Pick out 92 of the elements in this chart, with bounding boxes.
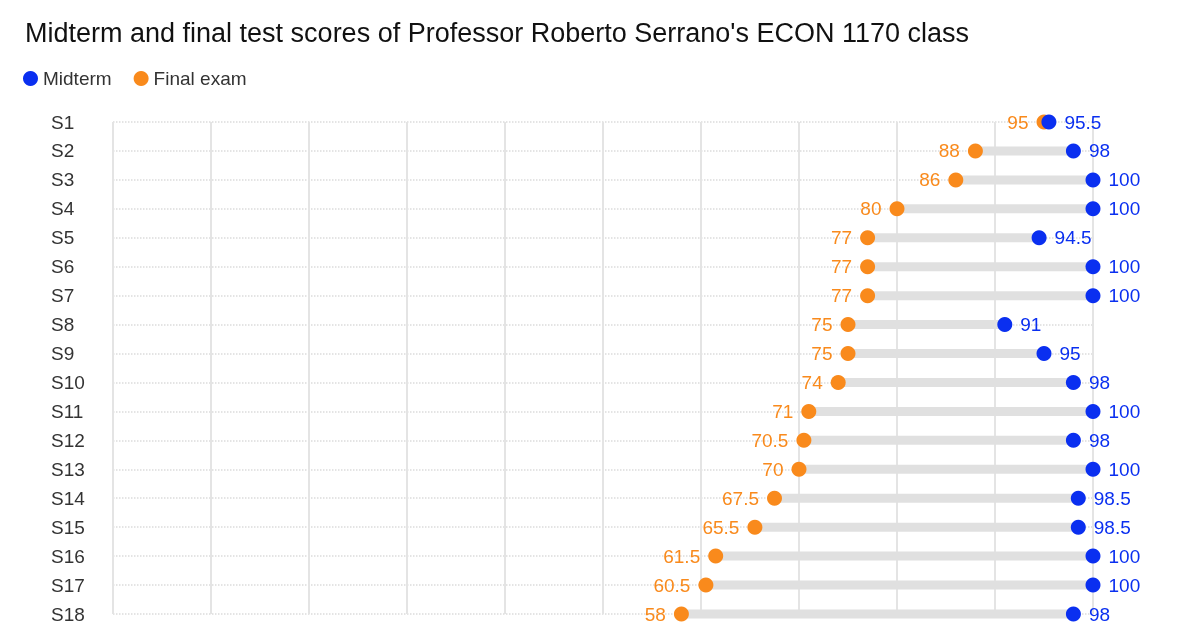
y-tick-label: S17 (51, 574, 85, 596)
point (791, 461, 807, 477)
y-tick-label: S6 (51, 256, 75, 278)
y-tick-label: S15 (51, 516, 85, 538)
point (840, 346, 856, 362)
point (830, 374, 846, 390)
point (1065, 432, 1081, 448)
legend-label: Midterm (43, 68, 112, 89)
data-label: 100 (1108, 400, 1141, 422)
chart-title: Midterm and final test scores of Professor Roberto Serrano's ECON 1170 class (25, 17, 970, 48)
data-label: 95 (1059, 343, 1081, 365)
data-label: 98 (1088, 429, 1111, 451)
point (1041, 114, 1057, 130)
data-label: 95.5 (1064, 111, 1102, 133)
data-label: 70 (762, 458, 784, 480)
y-tick-label: S3 (51, 169, 75, 191)
y-tick-label: S8 (51, 314, 75, 336)
point (698, 577, 714, 593)
y-tick-label: S13 (51, 458, 85, 480)
data-label: 100 (1108, 545, 1141, 567)
data-label: 75 (811, 343, 833, 365)
point (948, 172, 964, 188)
point (889, 201, 905, 217)
data-label: 98.5 (1093, 487, 1131, 509)
data-label: 70.5 (751, 429, 789, 451)
y-tick-label: S14 (51, 487, 86, 509)
point (747, 519, 763, 535)
data-label: 80 (860, 198, 882, 220)
point (1065, 606, 1081, 622)
point (860, 288, 876, 304)
data-label: 88 (938, 140, 960, 162)
data-label: 100 (1108, 169, 1141, 191)
point (1065, 143, 1081, 159)
point (860, 230, 876, 246)
point (1070, 519, 1086, 535)
data-label: 61.5 (663, 545, 701, 567)
data-label: 98 (1088, 603, 1111, 625)
point (840, 317, 856, 333)
y-tick-label: S1 (51, 111, 75, 133)
point (860, 259, 876, 275)
data-label: 77 (830, 227, 853, 249)
point (796, 432, 812, 448)
point (1085, 461, 1101, 477)
y-tick-label: S10 (51, 371, 85, 393)
data-label: 98.5 (1093, 516, 1131, 538)
data-label: 100 (1108, 458, 1141, 480)
data-label: 77 (830, 285, 853, 307)
y-tick-label: S5 (51, 227, 75, 249)
data-label: 91 (1020, 314, 1042, 336)
point (997, 317, 1013, 333)
data-label: 100 (1108, 285, 1141, 307)
data-label: 58 (644, 603, 666, 625)
point (1085, 172, 1101, 188)
data-label: 86 (919, 169, 941, 191)
point (1085, 259, 1101, 275)
y-tick-label: S2 (51, 140, 75, 162)
data-label: 60.5 (653, 574, 691, 596)
point (1085, 548, 1101, 564)
legend-label: Final exam (153, 68, 247, 89)
data-label: 74 (801, 371, 824, 393)
data-label: 100 (1108, 198, 1141, 220)
data-label: 75 (811, 314, 833, 336)
point (767, 490, 782, 506)
data-label: 71 (772, 400, 794, 422)
y-tick-label: S7 (51, 285, 75, 307)
data-label: 100 (1108, 256, 1141, 278)
data-label: 100 (1108, 574, 1141, 596)
point (967, 143, 983, 159)
point (673, 606, 689, 622)
y-tick-label: S4 (51, 198, 75, 220)
y-tick-label: S9 (51, 343, 75, 365)
point (1085, 403, 1101, 419)
point (1036, 346, 1052, 362)
data-label: 98 (1088, 371, 1111, 393)
point (1065, 374, 1081, 390)
point (1085, 201, 1101, 217)
point (1031, 230, 1047, 246)
data-label: 95 (1007, 111, 1029, 133)
data-label: 98 (1088, 140, 1111, 162)
data-label: 94.5 (1054, 227, 1092, 249)
y-tick-label: S11 (51, 400, 84, 422)
y-tick-label: S12 (51, 429, 85, 451)
point (1085, 577, 1101, 593)
y-tick-label: S16 (51, 545, 85, 567)
point (801, 403, 817, 419)
data-label: 77 (830, 256, 853, 278)
data-label: 67.5 (722, 487, 759, 509)
point (1070, 490, 1086, 506)
y-tick-label: S18 (51, 603, 85, 625)
point (1085, 288, 1101, 304)
point (708, 548, 724, 564)
data-label: 65.5 (702, 516, 740, 538)
